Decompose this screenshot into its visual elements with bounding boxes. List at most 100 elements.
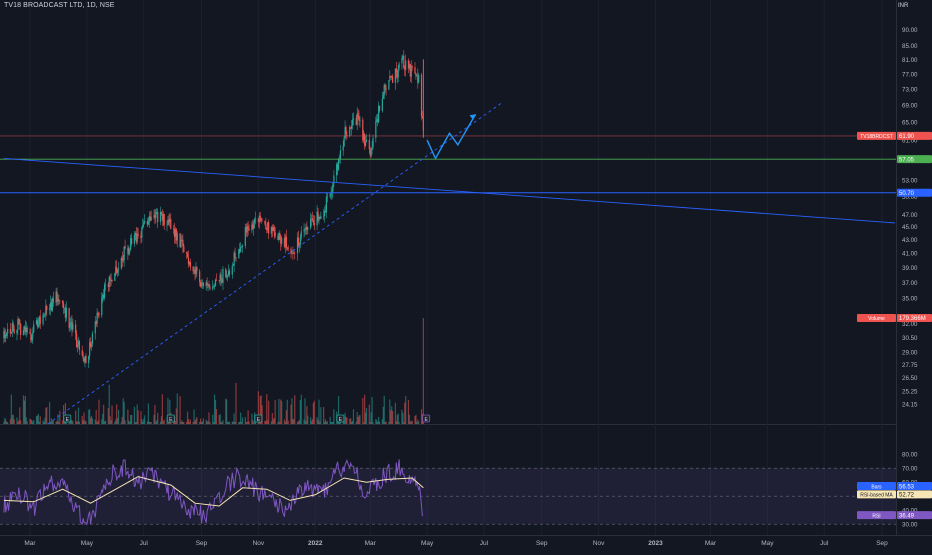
candle-body: [167, 219, 169, 225]
line-price-badge-text: 57.05: [899, 157, 915, 163]
candle-body: [248, 228, 250, 231]
candle-body: [270, 227, 273, 234]
candle-body: [391, 76, 393, 78]
symbol-title[interactable]: TV18 BROADCAST LTD, 1D, NSE: [4, 2, 115, 9]
candle-body: [71, 322, 73, 330]
volume-bar: [202, 418, 204, 424]
candle-body: [50, 302, 53, 311]
candle-body: [175, 229, 177, 241]
volume-bar: [371, 397, 373, 424]
candle-body: [212, 286, 214, 290]
volume-bar: [356, 412, 358, 424]
candle-body: [351, 119, 354, 126]
volume-bar: [16, 417, 18, 424]
volume-bar: [10, 394, 12, 424]
candle-body: [134, 233, 136, 236]
candle-body: [128, 251, 130, 254]
price-tick-label: 37.00: [902, 280, 918, 287]
volume-bar: [136, 404, 138, 424]
volume-bar: [6, 421, 8, 424]
volume-bar: [244, 417, 246, 424]
volume-bar: [299, 399, 301, 424]
trendline: [47, 102, 502, 425]
candle-body: [267, 222, 269, 231]
volume-bar: [389, 399, 391, 424]
volume-bar: [303, 419, 305, 424]
value-tag-value-bg: [897, 314, 932, 322]
candle-body: [94, 321, 96, 334]
candle-body: [169, 218, 171, 223]
volume-bar: [115, 419, 117, 424]
volume-bar: [31, 420, 33, 424]
volume-bar: [23, 400, 26, 424]
candle-body: [294, 252, 296, 254]
candle-body: [324, 210, 327, 213]
volume-bar: [291, 398, 293, 424]
volume-bar: [209, 421, 211, 424]
time-axis[interactable]: Mar May Jul Sep Nov 2022 Mar May Jul Sep Nov 2023 Ma…: [24, 540, 888, 547]
volume-bar: [279, 421, 281, 424]
candle-body: [278, 233, 280, 240]
earnings-marker-letter: E: [424, 417, 428, 423]
earnings-marker-letter: E: [339, 417, 343, 423]
drawings[interactable]: [0, 102, 896, 425]
earnings-marker: [63, 414, 72, 423]
candle-body: [329, 194, 331, 197]
candle-body: [10, 331, 12, 334]
volume-bar: [351, 421, 354, 424]
volume-bar: [155, 421, 157, 424]
volume-bar: [280, 399, 282, 424]
candle-body: [333, 175, 335, 184]
volume-bar: [183, 421, 185, 424]
volume-bar: [294, 395, 296, 424]
volume-bar: [319, 421, 321, 424]
volume-bar: [316, 417, 318, 424]
candle-body: [77, 341, 80, 345]
volume-bar: [345, 416, 347, 424]
volume-bar: [94, 419, 96, 424]
volume-bar: [394, 402, 397, 424]
volume-bar: [88, 409, 90, 424]
candle-body: [183, 245, 185, 253]
candle-body: [245, 226, 247, 233]
volume-bar: [135, 421, 137, 424]
volume-bar: [44, 417, 46, 424]
candle-body: [227, 270, 230, 276]
candle-body: [166, 224, 168, 226]
volume-bar: [362, 398, 364, 424]
volume-bar: [388, 421, 390, 424]
volume-bar: [48, 402, 51, 424]
value-tag-name: RSI-based MA: [860, 493, 893, 499]
candle-body: [142, 224, 144, 228]
candle-body: [159, 211, 162, 223]
candle-body: [323, 215, 325, 217]
volume-bar: [101, 419, 103, 424]
volume-bar: [260, 395, 262, 424]
candle-body: [117, 269, 119, 273]
candle-body: [62, 303, 65, 308]
volume-bar: [195, 418, 197, 424]
volume-bar: [363, 421, 365, 424]
volume-bar: [76, 421, 78, 424]
candle-body: [358, 116, 360, 121]
volume-bar: [25, 417, 27, 424]
volume-bar: [163, 419, 165, 424]
volume-bar: [272, 419, 274, 424]
candle-body: [98, 313, 100, 316]
candle-body: [277, 236, 279, 240]
volume-bar: [3, 421, 5, 424]
value-tag-name-bg: [857, 511, 896, 520]
volume-bar: [111, 405, 113, 424]
candle-body: [160, 211, 163, 214]
candle-body: [411, 66, 413, 68]
candle-body: [253, 222, 255, 230]
volume-bar: [355, 421, 357, 424]
volume-bar: [369, 421, 371, 424]
candle-body: [311, 218, 314, 221]
earnings-marker: [336, 414, 345, 423]
candle-body: [371, 147, 373, 150]
candle-body: [257, 218, 259, 223]
volume-bar: [193, 409, 195, 424]
